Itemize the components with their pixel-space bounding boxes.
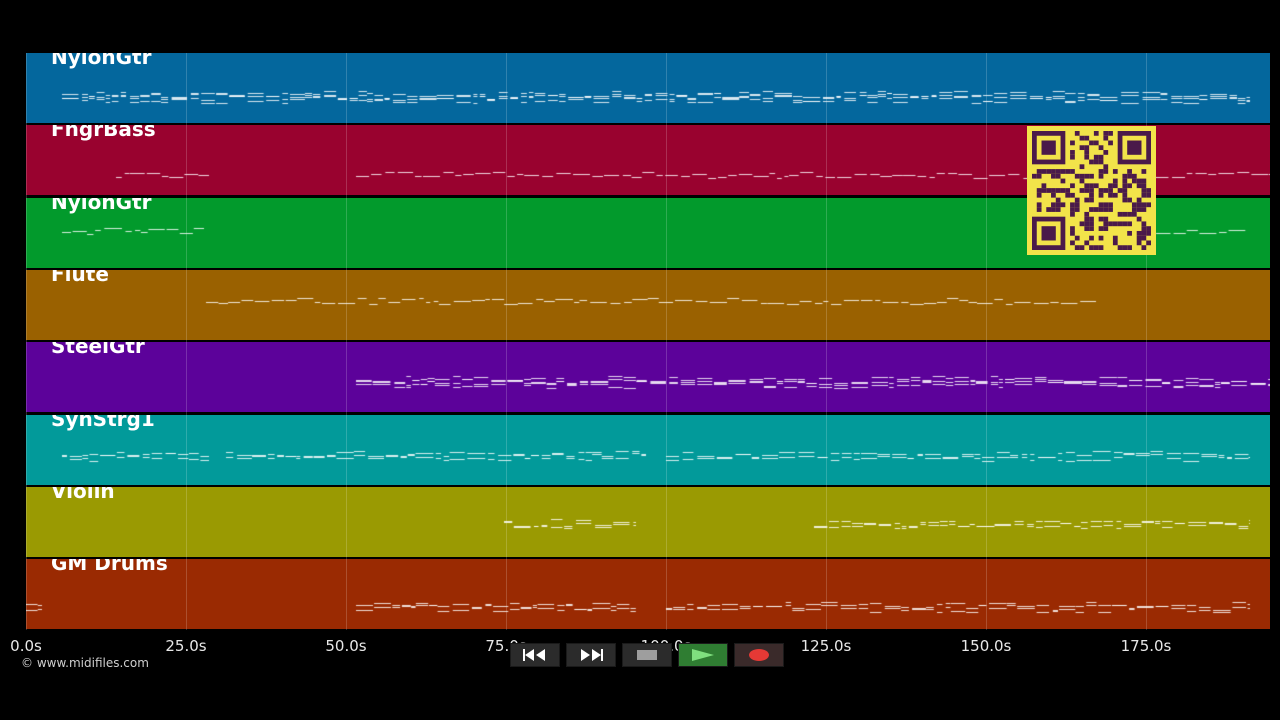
grid-line — [26, 53, 27, 630]
time-tick-label: 125.0s — [800, 637, 852, 655]
copyright-text: © www.midifiles.com — [21, 656, 149, 670]
time-tick-label: 0.0s — [10, 637, 42, 655]
track-lane: SteelGtr — [26, 342, 1270, 412]
grid-line — [666, 53, 667, 630]
track-label: SynStrg1 — [51, 415, 155, 431]
track-notes — [26, 487, 1270, 557]
time-tick-label: 50.0s — [325, 637, 367, 655]
track-notes — [26, 270, 1270, 340]
stop-icon — [637, 650, 657, 660]
play-button[interactable] — [678, 643, 728, 667]
grid-line — [986, 53, 987, 630]
track-lane: Violin — [26, 487, 1270, 557]
time-tick-label: 175.0s — [1120, 637, 1172, 655]
track-lane: Flute — [26, 270, 1270, 340]
grid-line — [1146, 53, 1147, 630]
grid-line — [346, 53, 347, 630]
track-label: NylonGtr — [51, 53, 152, 69]
time-tick-label: 150.0s — [960, 637, 1012, 655]
track-lane: SynStrg1 — [26, 415, 1270, 485]
track-label: SteelGtr — [51, 342, 145, 358]
qr-code — [1027, 126, 1156, 255]
track-notes — [26, 342, 1270, 412]
track-label: Violin — [51, 487, 115, 503]
play-icon — [692, 649, 714, 661]
track-notes — [26, 559, 1270, 629]
qr-code-image — [1032, 131, 1151, 250]
grid-line — [826, 53, 827, 630]
rewind-icon — [523, 649, 545, 661]
track-lane: GM Drums — [26, 559, 1270, 629]
track-notes — [26, 415, 1270, 485]
time-tick-label: 25.0s — [165, 637, 207, 655]
track-notes — [26, 53, 1270, 123]
track-label: GM Drums — [51, 559, 168, 575]
rewind-button[interactable] — [510, 643, 560, 667]
grid-line — [186, 53, 187, 630]
record-icon — [749, 649, 769, 661]
playback-controls — [510, 643, 784, 667]
fast-forward-button[interactable] — [566, 643, 616, 667]
fast-forward-icon — [581, 649, 603, 661]
grid-line — [506, 53, 507, 630]
track-lane: NylonGtr — [26, 53, 1270, 123]
track-label: Flute — [51, 270, 109, 286]
track-label: NylonGtr — [51, 198, 152, 214]
record-button[interactable] — [734, 643, 784, 667]
track-label: FngrBass — [51, 125, 156, 141]
stop-button[interactable] — [622, 643, 672, 667]
